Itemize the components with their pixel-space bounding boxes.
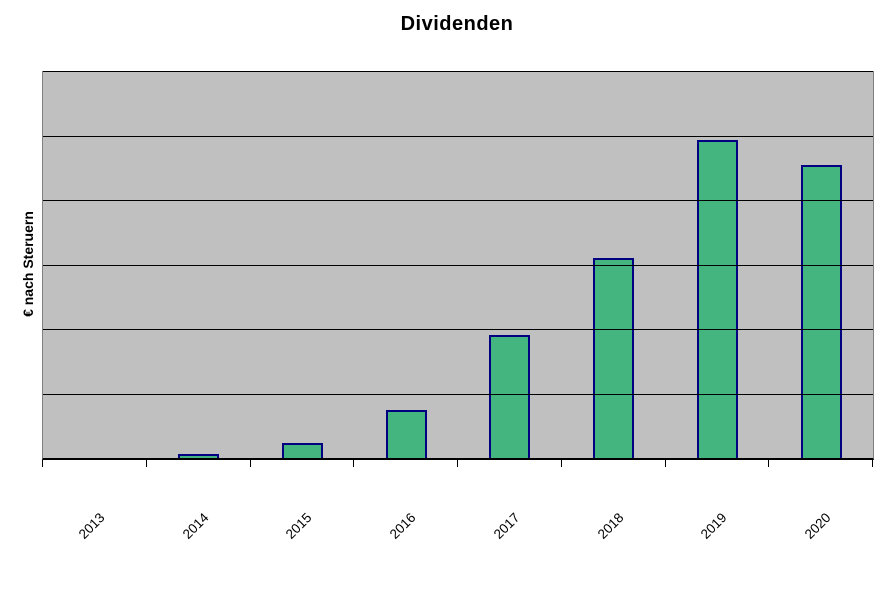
bar-2018 [593, 258, 634, 458]
x-tick-label-2015: 2015 [282, 510, 315, 542]
x-tick-label-2014: 2014 [179, 510, 212, 542]
x-axis-tick [353, 460, 354, 467]
x-axis-tick [768, 460, 769, 467]
x-tick-label-2017: 2017 [490, 510, 523, 542]
x-tick-label-2013: 2013 [75, 510, 108, 542]
x-tick-label-2020: 2020 [801, 510, 834, 542]
x-axis-tick [872, 460, 873, 467]
x-tick-label-2019: 2019 [697, 510, 730, 542]
x-tick-label-2018: 2018 [594, 510, 627, 542]
x-axis-tick [42, 460, 43, 467]
x-axis-tick [665, 460, 666, 467]
gridline [43, 71, 873, 72]
bar-2014 [178, 454, 219, 458]
x-axis-tick [250, 460, 251, 467]
x-tick-label-2016: 2016 [386, 510, 419, 542]
bar-2019 [697, 140, 738, 458]
x-axis-tick [561, 460, 562, 467]
bar-2016 [386, 410, 427, 458]
plot-area [42, 71, 874, 460]
chart-title: Dividenden [400, 13, 514, 35]
bar-2017 [489, 335, 530, 458]
gridline [43, 200, 873, 201]
gridline [43, 329, 873, 330]
gridline [43, 265, 873, 266]
y-axis-title: € nach Steruern [20, 211, 36, 317]
bar-2015 [282, 443, 323, 458]
x-axis-tick [146, 460, 147, 467]
x-axis-tick [457, 460, 458, 467]
bar-2020 [801, 165, 842, 458]
gridline [43, 136, 873, 137]
gridline [43, 394, 873, 395]
